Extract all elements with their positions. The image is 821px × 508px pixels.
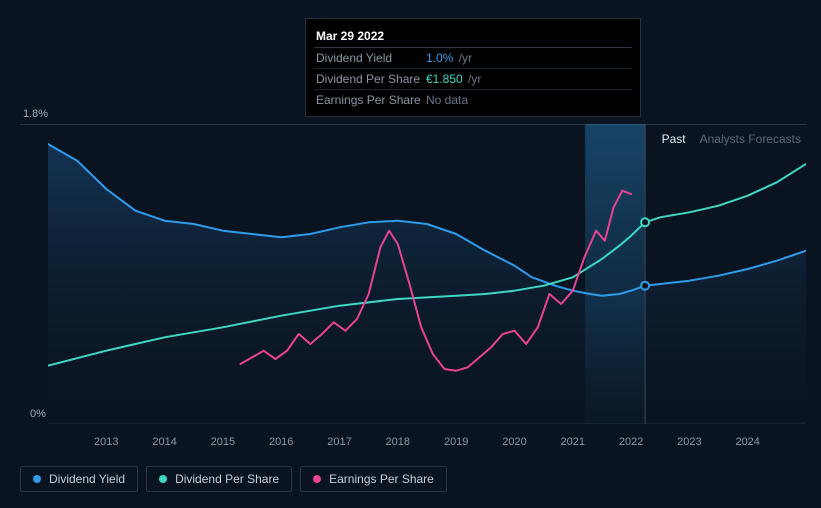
tooltip-row-value: No data [426, 93, 468, 107]
legend-label: Dividend Per Share [175, 472, 279, 486]
tooltip-date: Mar 29 2022 [314, 25, 632, 48]
tooltip-row: Dividend Per Share€1.850 /yr [314, 69, 632, 90]
chart-tooltip: Mar 29 2022 Dividend Yield1.0% /yrDivide… [305, 18, 641, 117]
chart-legend: Dividend Yield Dividend Per Share Earnings… [20, 466, 447, 492]
area-dividend-yield [48, 144, 806, 424]
legend-label: Dividend Yield [49, 472, 125, 486]
y-axis-min-label: 0% [30, 408, 46, 420]
tooltip-row-value: €1.850 /yr [426, 72, 481, 86]
x-tick-label: 2016 [269, 436, 293, 448]
x-tick-label: 2022 [619, 436, 643, 448]
legend-item[interactable]: Earnings Per Share [300, 466, 447, 492]
x-tick-label: 2024 [735, 436, 759, 448]
x-tick-label: 2013 [94, 436, 118, 448]
legend-dot-icon [313, 475, 321, 483]
x-tick-label: 2014 [152, 436, 176, 448]
legend-dot-icon [33, 475, 41, 483]
tooltip-row-label: Earnings Per Share [316, 93, 426, 107]
x-tick-label: 2018 [386, 436, 410, 448]
legend-dot-icon [159, 475, 167, 483]
legend-item[interactable]: Dividend Yield [20, 466, 138, 492]
highlight-band [585, 124, 645, 424]
tooltip-row: Dividend Yield1.0% /yr [314, 48, 632, 69]
legend-label: Earnings Per Share [329, 472, 434, 486]
tooltip-row: Earnings Per ShareNo data [314, 90, 632, 110]
tooltip-row-unit: /yr [465, 72, 482, 86]
x-tick-label: 2023 [677, 436, 701, 448]
legend-item[interactable]: Dividend Per Share [146, 466, 292, 492]
chart-svg [48, 124, 806, 424]
series-marker-1 [641, 218, 649, 226]
tooltip-row-value: 1.0% /yr [426, 51, 472, 65]
x-tick-label: 2015 [211, 436, 235, 448]
tooltip-row-label: Dividend Per Share [316, 72, 426, 86]
series-marker-0 [641, 282, 649, 290]
tooltip-row-unit: /yr [455, 51, 472, 65]
x-tick-label: 2019 [444, 436, 468, 448]
chart-plot-area [48, 124, 806, 424]
x-tick-label: 2017 [327, 436, 351, 448]
tooltip-row-label: Dividend Yield [316, 51, 426, 65]
y-axis-max-label: 1.8% [23, 108, 48, 120]
x-axis: 2013 2014 2015 2016 2017 2018 2019 2020 2021 2022… [48, 436, 806, 456]
x-tick-label: 2021 [561, 436, 585, 448]
x-tick-label: 2020 [502, 436, 526, 448]
